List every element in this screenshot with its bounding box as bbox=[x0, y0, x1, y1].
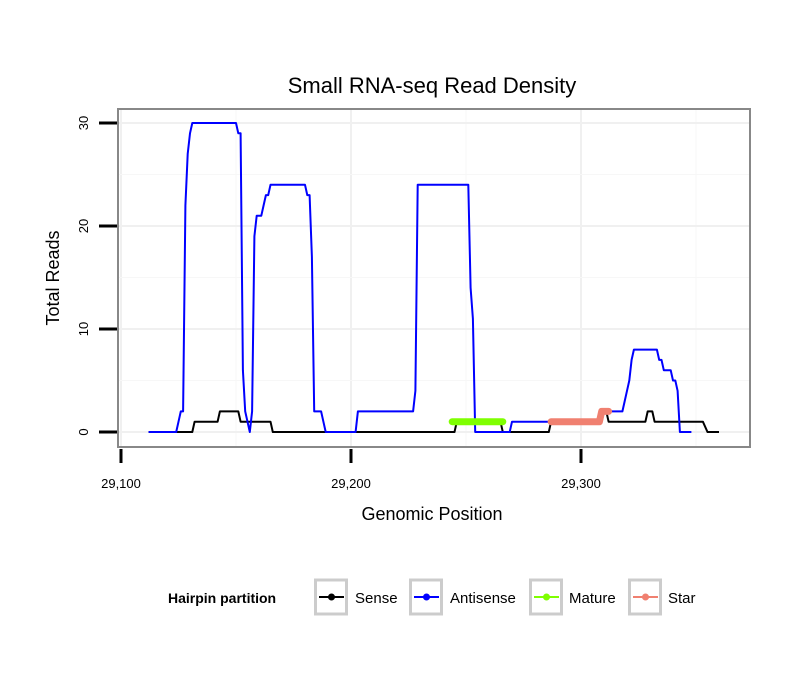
legend-label: Antisense bbox=[450, 590, 516, 607]
legend-key-point bbox=[328, 593, 335, 601]
y-tick-label: 0 bbox=[76, 428, 91, 435]
legend: Hairpin partition Sense Antisense Mature St… bbox=[168, 578, 696, 616]
series-line-star bbox=[547, 407, 613, 426]
legend-key-point bbox=[642, 593, 649, 601]
series-layer bbox=[148, 122, 719, 433]
legend-label: Star bbox=[668, 590, 696, 607]
chart-title: Small RNA-seq Read Density bbox=[288, 73, 577, 98]
legend-key-point bbox=[543, 593, 550, 601]
y-tick-label: 20 bbox=[76, 219, 91, 233]
axis-layer: 29,100 29,200 29,300 0 10 20 30 bbox=[76, 116, 601, 491]
x-tick-label: 29,200 bbox=[331, 476, 371, 491]
legend-label: Mature bbox=[569, 590, 616, 607]
y-tick-label: 10 bbox=[76, 322, 91, 336]
legend-item-antisense: Antisense bbox=[409, 578, 516, 616]
legend-item-sense: Sense bbox=[314, 578, 398, 616]
legend-title: Hairpin partition bbox=[168, 590, 276, 606]
legend-label: Sense bbox=[355, 590, 398, 607]
series-line-antisense bbox=[148, 122, 692, 433]
x-tick-label: 29,100 bbox=[101, 476, 141, 491]
legend-key-point bbox=[423, 593, 430, 601]
y-axis-label: Total Reads bbox=[43, 230, 63, 325]
y-tick-label: 30 bbox=[76, 116, 91, 130]
plot-panel-border bbox=[117, 108, 751, 448]
grid-layer bbox=[118, 109, 750, 447]
series-line-sense bbox=[148, 410, 719, 433]
legend-item-star: Star bbox=[628, 578, 696, 616]
x-axis-label: Genomic Position bbox=[361, 504, 502, 524]
x-tick-label: 29,300 bbox=[561, 476, 601, 491]
legend-item-mature: Mature bbox=[529, 578, 616, 616]
